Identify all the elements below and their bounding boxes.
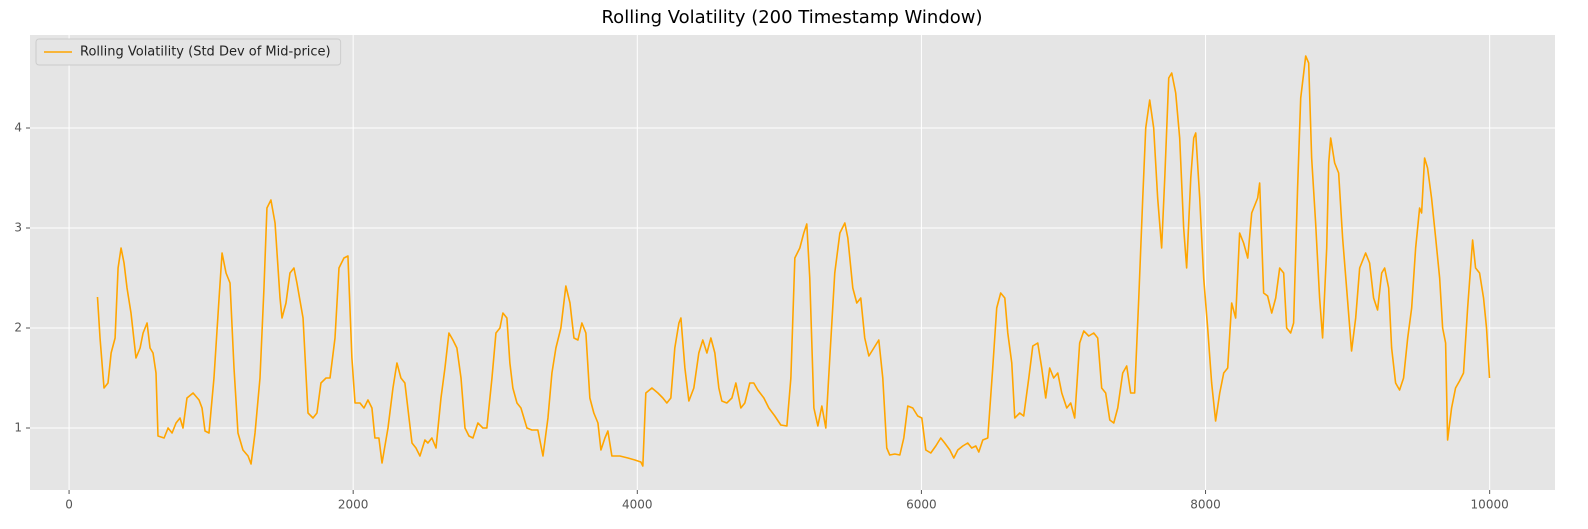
legend-label: Rolling Volatility (Std Dev of Mid-price… bbox=[80, 45, 331, 60]
x-tick-label: 2000 bbox=[338, 498, 369, 512]
legend: Rolling Volatility (Std Dev of Mid-price… bbox=[35, 38, 342, 66]
data-line bbox=[96, 55, 1491, 467]
legend-box bbox=[35, 38, 342, 66]
x-tick-label: 6000 bbox=[906, 498, 937, 512]
y-tick-label: 2 bbox=[14, 321, 22, 335]
x-tick-label: 10000 bbox=[1471, 498, 1509, 512]
x-tick-label: 0 bbox=[65, 498, 73, 512]
y-tick-label: 4 bbox=[14, 121, 22, 135]
x-tick-label: 8000 bbox=[1190, 498, 1221, 512]
y-tick-label: 1 bbox=[14, 421, 22, 435]
chart-title: Rolling Volatility (200 Timestamp Window… bbox=[601, 7, 982, 28]
x-tick-label: 4000 bbox=[622, 498, 653, 512]
y-tick-label: 3 bbox=[14, 221, 22, 235]
